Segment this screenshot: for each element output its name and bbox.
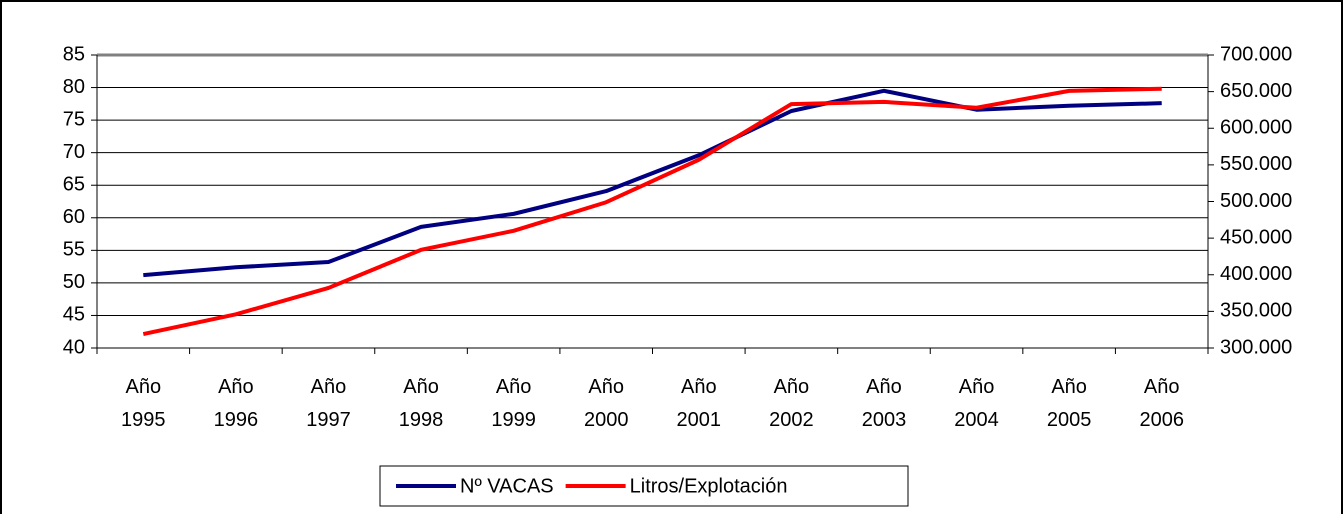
x-tick-label: Año 2005	[1047, 376, 1092, 431]
y-tick-label: 60	[63, 206, 85, 228]
y2-tick-label: 350.000	[1220, 300, 1292, 322]
x-tick-label-line: Año	[681, 376, 717, 398]
x-tick-label-line: Año	[403, 376, 439, 398]
x-tick-label-line: 1997	[306, 409, 351, 431]
x-tick-label-line: 1998	[399, 409, 444, 431]
x-tick-label-line: Año	[866, 376, 902, 398]
y-tick-label: 80	[63, 76, 85, 98]
y2-tick-label: 450.000	[1220, 226, 1292, 248]
x-tick-label: Año 1996	[214, 376, 259, 431]
x-tick-label-line: 2005	[1047, 409, 1092, 431]
y-tick-label: 65	[63, 174, 85, 196]
x-tick-label-line: 1996	[214, 409, 259, 431]
x-tick-label-line: Año	[125, 376, 161, 398]
y-tick-label: 75	[63, 108, 85, 130]
x-tick-label-line: 2004	[954, 409, 999, 431]
x-tick-label: Año 1999	[491, 376, 536, 431]
legend-label: Litros/Explotación	[630, 475, 788, 497]
x-tick-label: Año 1997	[306, 376, 351, 431]
x-tick-label-line: Año	[774, 376, 810, 398]
x-tick-label: Año 2001	[677, 376, 722, 431]
legend-label: Nº VACAS	[460, 475, 554, 497]
y-tick-label: 40	[63, 336, 85, 358]
x-tick-label: Año 2003	[862, 376, 907, 431]
x-tick-label-line: Año	[959, 376, 995, 398]
y-tick-label: 55	[63, 239, 85, 261]
y2-tick-label: 400.000	[1220, 263, 1292, 285]
series-line	[143, 88, 1162, 278]
y2-tick-label: 700.000	[1220, 43, 1292, 65]
series-line	[142, 86, 1162, 337]
y2-tick-label: 650.000	[1220, 80, 1292, 102]
x-tick-label-line: Año	[1051, 376, 1087, 398]
x-tick-label: Año 1998	[399, 376, 444, 431]
x-tick-label-line: Año	[588, 376, 624, 398]
y2-tick-label: 500.000	[1220, 190, 1292, 212]
x-tick-label-line: 2006	[1139, 409, 1184, 431]
x-tick-label-line: 1999	[491, 409, 536, 431]
x-tick-label-line: Año	[496, 376, 532, 398]
y2-tick-label: 300.000	[1220, 336, 1292, 358]
y2-tick-label: 600.000	[1220, 117, 1292, 139]
x-tick-label-line: 2002	[769, 409, 814, 431]
y-tick-label: 70	[63, 141, 85, 163]
x-tick-label-line: Año	[1144, 376, 1180, 398]
x-tick-label: Año 2002	[769, 376, 814, 431]
x-tick-label-line: 2003	[862, 409, 907, 431]
x-tick-label-line: Año	[311, 376, 347, 398]
y-tick-label: 50	[63, 271, 85, 293]
y2-tick-label: 550.000	[1220, 153, 1292, 175]
x-tick-label-line: 2000	[584, 409, 629, 431]
x-tick-label: Año 2006	[1139, 376, 1184, 431]
x-tick-label-line: 1995	[121, 409, 166, 431]
x-tick-label: Año 2000	[584, 376, 629, 431]
x-tick-label: Año 1995	[121, 376, 166, 431]
legend-box	[379, 465, 909, 507]
x-tick-label-line: 2001	[677, 409, 722, 431]
x-tick-label-line: Año	[218, 376, 254, 398]
x-tick-label: Año 2004	[954, 376, 999, 431]
y-tick-label: 85	[63, 43, 85, 65]
y-tick-label: 45	[63, 304, 85, 326]
